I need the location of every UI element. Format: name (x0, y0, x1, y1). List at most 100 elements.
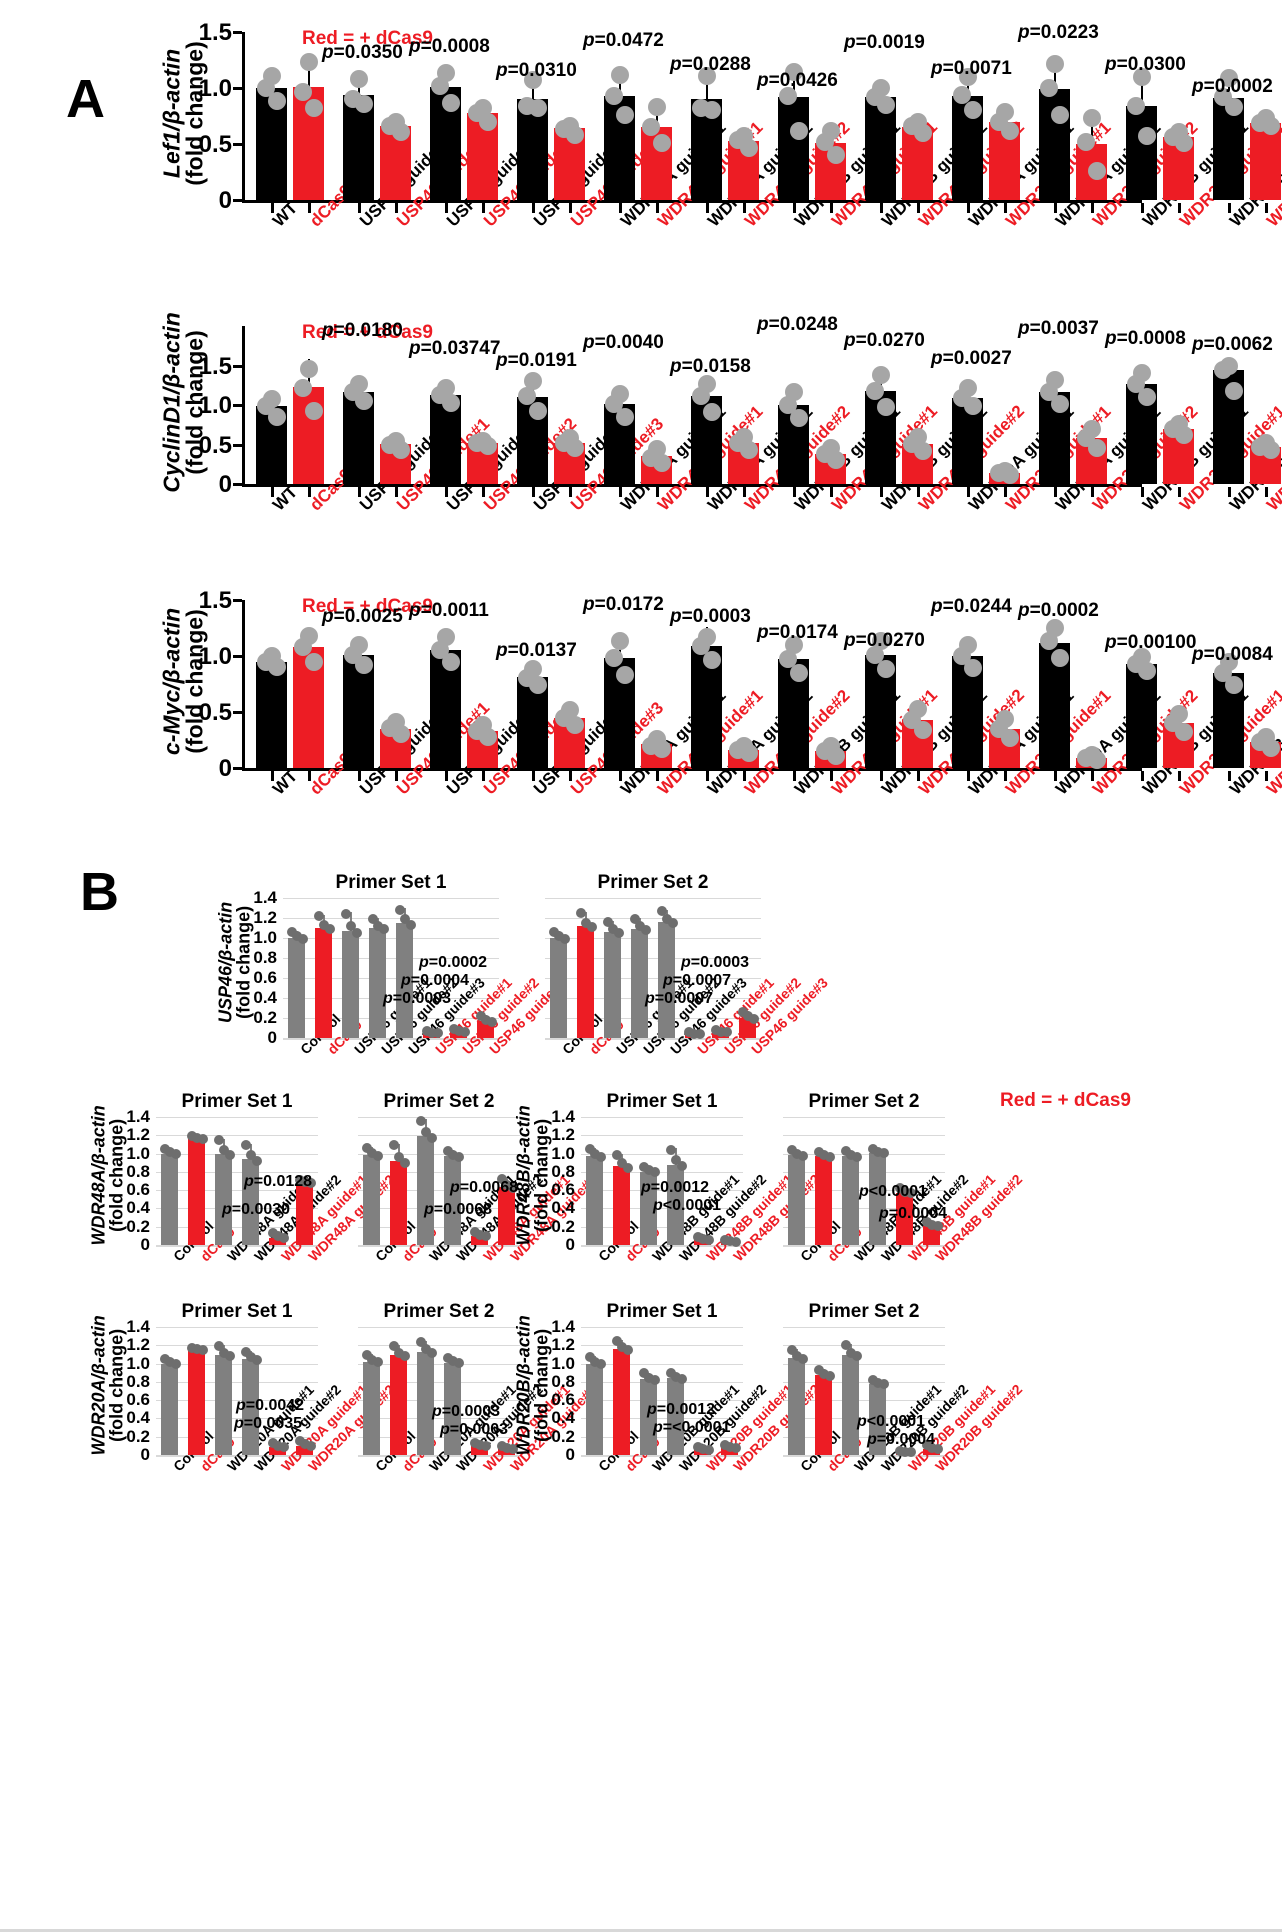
data-point (441, 652, 460, 671)
gridline (283, 958, 499, 959)
data-point (565, 439, 584, 458)
data-point (926, 1219, 937, 1230)
data-point (240, 1140, 251, 1151)
data-point (739, 744, 758, 763)
y-tick-label: 1.4 (126, 1317, 150, 1336)
x-tick-mark (1090, 487, 1094, 497)
bar-red (188, 1349, 205, 1455)
p-value-label: p<0.0001 (653, 1197, 722, 1214)
y-tick-mark (233, 767, 242, 770)
error-bar (531, 80, 534, 100)
y-axis-label: c-Myc/β-actin (fold change) (158, 607, 208, 756)
data-point (349, 70, 368, 89)
data-point (640, 925, 651, 936)
gridline (358, 1208, 520, 1210)
x-tick-mark (568, 203, 572, 213)
data-point (478, 727, 497, 746)
y-axis-line (242, 326, 245, 484)
data-point (313, 911, 324, 922)
gridline (358, 1381, 520, 1383)
data-point (218, 1144, 229, 1155)
data-point (304, 401, 323, 420)
x-axis-line-set1 (156, 1455, 318, 1457)
data-point (963, 396, 982, 415)
y-tick-mark (233, 483, 242, 486)
x-tick-mark (1227, 203, 1231, 213)
data-point (694, 1029, 705, 1040)
data-point (267, 407, 286, 426)
bar-gray (842, 1355, 859, 1455)
data-point (501, 1180, 512, 1191)
data-point (453, 1151, 464, 1162)
x-tick-mark (1264, 203, 1268, 213)
data-point (851, 1151, 862, 1162)
gridline (783, 1171, 945, 1173)
data-point (586, 922, 597, 933)
bar-gray (342, 931, 359, 1038)
x-tick-mark (394, 487, 398, 497)
data-point (876, 660, 895, 679)
data-point (589, 1356, 600, 1367)
data-point (584, 1143, 595, 1154)
error-bar (792, 71, 795, 97)
error-bar (1053, 64, 1056, 90)
data-point (245, 1351, 256, 1362)
data-point (213, 1135, 224, 1146)
y-tick-label: 0.2 (253, 1008, 277, 1027)
bar-gray (215, 1355, 232, 1455)
data-point (354, 392, 373, 411)
p-value-label: p=0.0035 (234, 1415, 303, 1432)
data-point (366, 1354, 377, 1365)
p-value-label: p=0.0223 (1018, 22, 1099, 43)
data-point (507, 1443, 518, 1454)
chart-wdr48a: 0 0.2 0.4 0.6 0.8 1.0 1.2 1.4 WDR48A/β-actin (fol… (80, 1085, 600, 1315)
y-tick-label: 1.2 (126, 1335, 150, 1355)
gridline (581, 1153, 743, 1155)
bar-gray (363, 1155, 380, 1245)
gridline (156, 1117, 318, 1118)
primer-set-1-title: Primer Set 1 (606, 1091, 718, 1112)
y-tick-label: 0.4 (126, 1198, 150, 1218)
y-tick-mark (233, 404, 242, 407)
bar-gray (242, 1359, 259, 1455)
data-point (878, 1148, 889, 1159)
data-point (197, 1134, 208, 1145)
data-point (372, 920, 383, 931)
data-point (851, 1351, 862, 1362)
data-point (715, 1026, 726, 1037)
x-tick-mark (444, 771, 448, 781)
gridline (156, 1400, 318, 1402)
data-point (899, 1446, 910, 1457)
data-point (616, 1341, 627, 1352)
y-tick-label: 0.4 (126, 1408, 150, 1428)
error-bar (1140, 75, 1143, 106)
data-point (420, 1126, 431, 1137)
p-value-label: p=0.0191 (496, 350, 577, 371)
y-tick-label: 0.8 (126, 1161, 150, 1181)
gridline (581, 1363, 743, 1365)
data-point (789, 121, 808, 140)
data-point (565, 126, 584, 145)
bar-red (296, 1445, 313, 1455)
bar-red (188, 1138, 205, 1245)
bar-gray (417, 1136, 434, 1245)
data-point (340, 908, 351, 919)
data-point (393, 1151, 404, 1162)
x-tick-mark (792, 487, 796, 497)
y-axis-label: WDR48B/β-actin (fold change) (513, 1105, 552, 1246)
data-point (388, 1140, 399, 1151)
x-tick-mark (531, 203, 535, 213)
data-point (286, 926, 297, 937)
data-point (610, 632, 629, 651)
data-point (469, 1226, 480, 1237)
data-point (818, 1368, 829, 1379)
bar-gray (658, 922, 675, 1038)
data-point (459, 1027, 470, 1038)
y-tick-mark (233, 599, 242, 602)
primer-set-1-title: Primer Set 1 (181, 1091, 293, 1112)
data-point (615, 407, 634, 426)
bar-red (471, 1235, 488, 1245)
x-tick-mark (1090, 771, 1094, 781)
data-point (299, 1439, 310, 1450)
data-point (224, 1351, 235, 1362)
